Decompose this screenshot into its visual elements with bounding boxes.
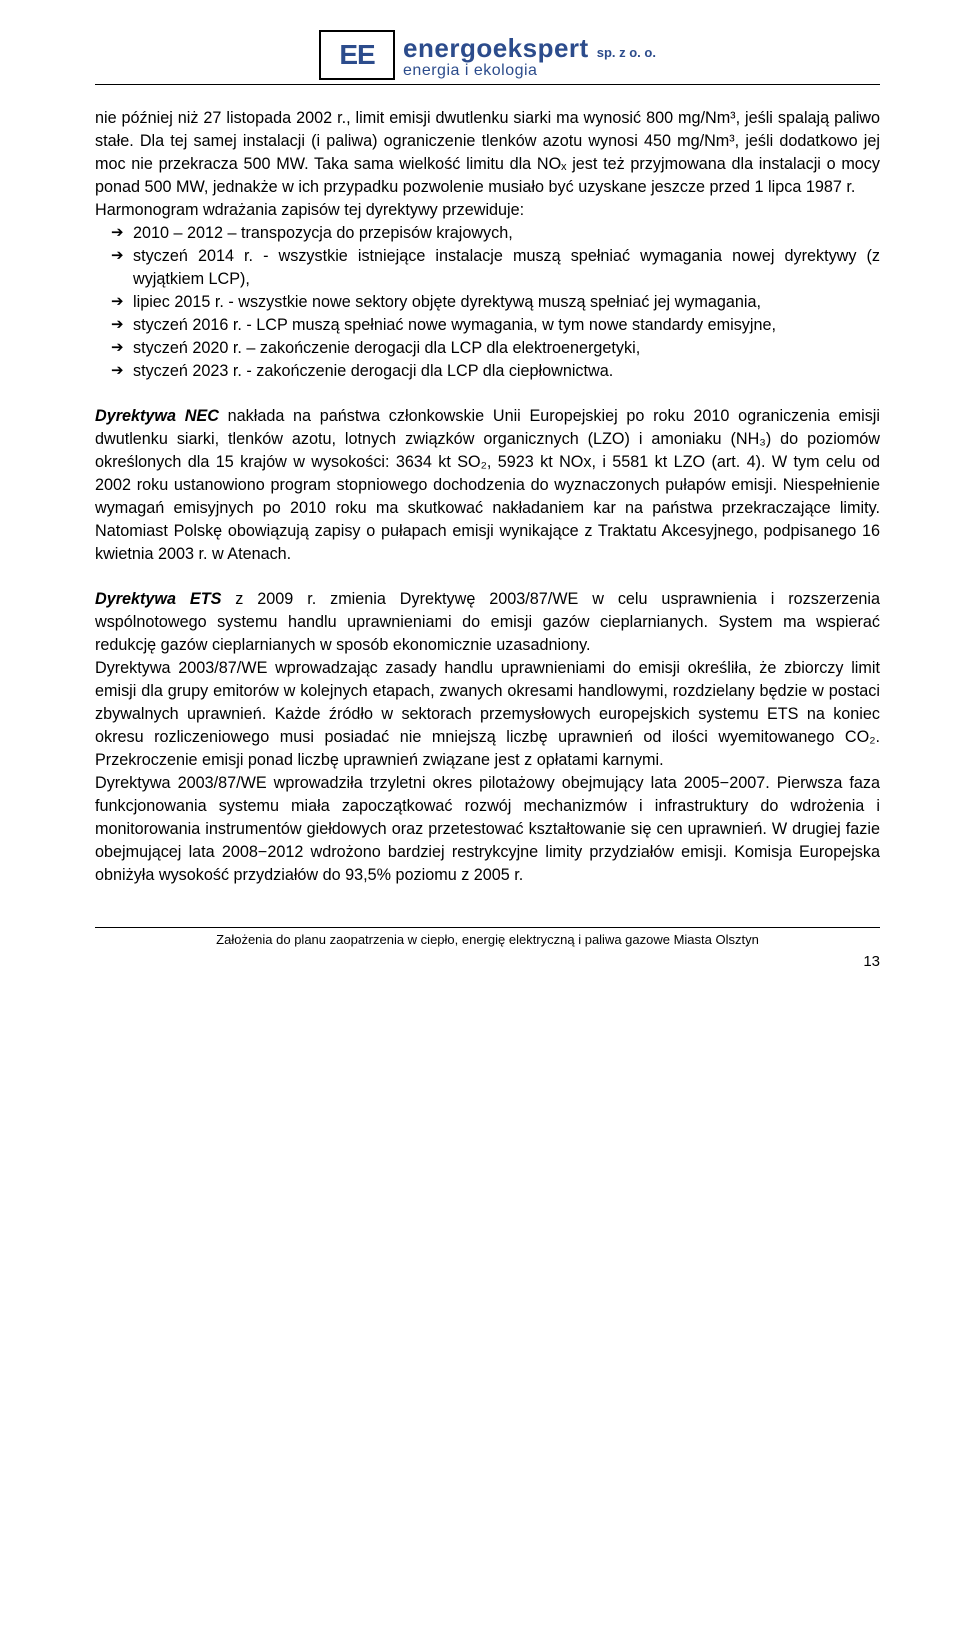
footer-divider <box>95 927 880 928</box>
paragraph-4: Dyrektywa ETS z 2009 r. zmienia Dyrektyw… <box>95 588 880 657</box>
bullet-list: 2010 – 2012 – transpozycja do przepisów … <box>95 222 880 383</box>
page-header: EE energoekspert sp. z o. o. energia i e… <box>95 30 880 80</box>
brand-tagline: energia i ekologia <box>403 62 656 80</box>
paragraph-1: nie później niż 27 listopada 2002 r., li… <box>95 107 880 199</box>
paragraph-5: Dyrektywa 2003/87/WE wprowadzając zasady… <box>95 657 880 772</box>
paragraph-6: Dyrektywa 2003/87/WE wprowadziła trzylet… <box>95 772 880 887</box>
list-item: lipiec 2015 r. - wszystkie nowe sektory … <box>95 291 880 314</box>
paragraph-3-rest: nakłada na państwa członkowskie Unii Eur… <box>95 407 880 563</box>
page-footer: Założenia do planu zaopatrzenia w ciepło… <box>95 927 880 970</box>
document-page: EE energoekspert sp. z o. o. energia i e… <box>0 0 960 990</box>
emphasis-nec: Dyrektywa NEC <box>95 407 219 425</box>
paragraph-3: Dyrektywa NEC nakłada na państwa członko… <box>95 405 880 566</box>
list-item: styczeń 2016 r. - LCP muszą spełniać now… <box>95 314 880 337</box>
list-item: 2010 – 2012 – transpozycja do przepisów … <box>95 222 880 245</box>
brand-block: energoekspert sp. z o. o. energia i ekol… <box>403 33 656 80</box>
page-number: 13 <box>95 953 880 970</box>
brand-name: energoekspert <box>403 33 589 64</box>
paragraph-spacer <box>95 566 880 588</box>
footer-text: Założenia do planu zaopatrzenia w ciepło… <box>95 932 880 947</box>
list-item: styczeń 2014 r. - wszystkie istniejące i… <box>95 245 880 291</box>
emphasis-ets: Dyrektywa ETS <box>95 590 221 608</box>
logo-text: EE <box>339 39 374 71</box>
document-body: nie później niż 27 listopada 2002 r., li… <box>95 107 880 887</box>
brand-top-row: energoekspert sp. z o. o. <box>403 33 656 64</box>
company-logo: EE <box>319 30 395 80</box>
paragraph-2-intro: Harmonogram wdrażania zapisów tej dyrekt… <box>95 199 880 222</box>
list-item: styczeń 2023 r. - zakończenie derogacji … <box>95 360 880 383</box>
paragraph-spacer <box>95 383 880 405</box>
list-item: styczeń 2020 r. – zakończenie derogacji … <box>95 337 880 360</box>
header-divider <box>95 84 880 85</box>
brand-legal-form: sp. z o. o. <box>597 45 656 60</box>
